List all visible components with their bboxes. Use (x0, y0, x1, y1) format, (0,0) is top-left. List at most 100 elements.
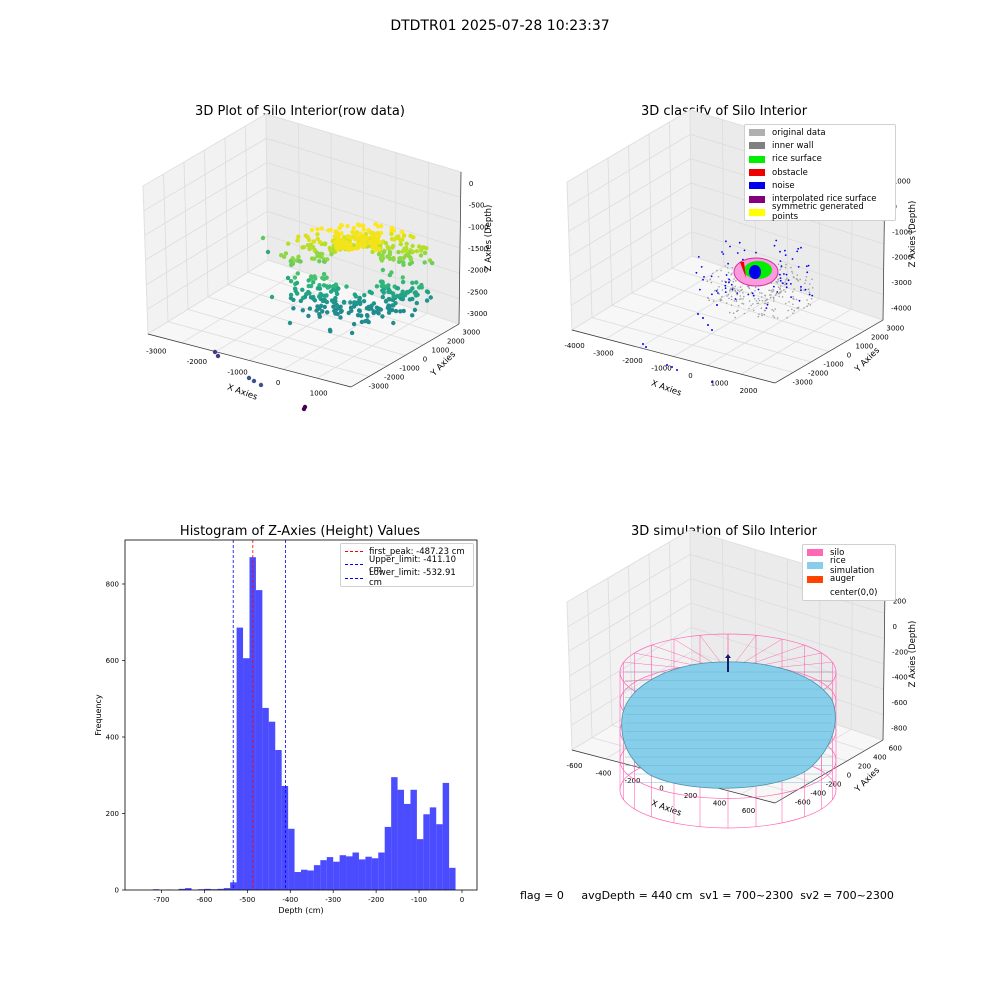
classify-original-point (739, 286, 742, 288)
classify-x-axis-line (571, 329, 776, 384)
classify-original-point (769, 294, 771, 296)
raw-point (410, 286, 415, 291)
classify-legend-item: inner wall (745, 139, 895, 152)
classify-original-point (770, 289, 772, 292)
histogram-title: Histogram of Z-Axies (Height) Values (179, 524, 421, 539)
classify-original-point (730, 295, 733, 298)
classify-original-point (754, 290, 756, 292)
raw-z-tick: 0 (469, 180, 473, 188)
histogram-plot: -700 -600 -500 -400 -300 -200 -100 0 0 200 400 600 8… (94, 539, 478, 915)
classify-original-point (811, 278, 813, 281)
raw-point (410, 243, 415, 249)
histogram-bar (378, 852, 385, 890)
raw-point (383, 241, 389, 246)
classify-original-point (757, 315, 760, 318)
classify-noise-point (711, 329, 713, 331)
classify-original-point (772, 288, 774, 291)
raw-point (283, 251, 289, 256)
classify-noise-point (738, 241, 741, 244)
raw-point (322, 304, 327, 310)
raw-point (322, 242, 328, 247)
simulation-y-axis-line (774, 739, 884, 804)
classify-original-point (784, 283, 786, 286)
histogram-x-tick-label: -600 (196, 896, 212, 904)
classify-original-point (777, 263, 780, 266)
simulation-z-axis-label: Z Axies (Depth) (908, 621, 918, 688)
classify-original-point (772, 290, 775, 292)
raw-point (324, 284, 330, 289)
raw-point (327, 327, 333, 333)
classify-noise-point (702, 278, 704, 281)
classify-original-point (805, 276, 808, 278)
raw-point (362, 242, 368, 248)
raw-point (386, 310, 392, 315)
classify-original-point (809, 283, 811, 285)
raw-point (334, 229, 339, 235)
raw-grid (146, 210, 460, 286)
classify-original-point (750, 304, 752, 307)
raw-point (351, 304, 357, 309)
raw-point (320, 309, 325, 314)
raw-point (354, 234, 359, 240)
raw-point (410, 313, 415, 318)
raw-point (376, 252, 382, 257)
raw-point (334, 239, 340, 244)
classify-noise-point (695, 271, 698, 274)
raw-grid (167, 321, 370, 377)
raw-point (408, 233, 413, 239)
classify-legend-label: obstacle (772, 167, 808, 178)
raw-point (342, 245, 348, 251)
classify-original-point (760, 296, 763, 298)
histogram-legend-item: first_peak: -487.23 cm (341, 545, 473, 558)
raw-point (401, 292, 406, 297)
raw-z-tick: -2500 (467, 288, 487, 296)
classify-original-point (735, 280, 737, 282)
classify-original-point (764, 309, 767, 312)
raw-point (404, 289, 410, 295)
raw-point (391, 257, 396, 262)
classify-noise-point (711, 381, 713, 383)
classify-original-point (810, 298, 813, 300)
histogram-y-tick-label: 800 (106, 580, 119, 588)
classify-original-point (732, 280, 735, 283)
raw-x-tick: -1000 (227, 369, 247, 377)
raw-point (373, 241, 379, 246)
classify-original-point (806, 299, 808, 301)
raw-point (312, 298, 318, 303)
raw-point (334, 245, 340, 250)
histogram-frame (124, 539, 478, 891)
raw-point (380, 294, 385, 300)
classify-original-point (743, 295, 745, 298)
classify-original-point (761, 292, 763, 295)
histogram-legend-item: Upper_limit: -411.10 cm (341, 555, 473, 575)
classify-noise-point (804, 288, 807, 291)
raw-point (291, 306, 296, 311)
classify-original-point (773, 316, 776, 319)
classify-noise-cluster (749, 265, 761, 279)
raw-point (396, 249, 401, 255)
classify-original-point (796, 278, 799, 281)
classify-legend-item: noise (745, 179, 895, 192)
simulation-plot-title: 3D simulation of Silo Interior (631, 524, 817, 539)
raw-point (336, 286, 341, 291)
classify-noise-point (785, 273, 788, 276)
raw-point (300, 308, 305, 313)
simulation-x-tick: 400 (713, 800, 726, 808)
classify-original-point (807, 302, 810, 305)
raw-point (327, 245, 332, 251)
classify-noise-point (725, 240, 727, 243)
histogram-x-tick-label: -300 (325, 896, 341, 904)
classify-original-point (792, 296, 794, 298)
classify-noise-point (671, 366, 673, 368)
classify-x-tick: 0 (688, 372, 692, 380)
classify-original-point (748, 307, 750, 310)
raw-point (291, 297, 296, 303)
raw-point (288, 292, 294, 298)
raw-outlier-point (301, 406, 307, 412)
simulation-grid (570, 626, 884, 702)
raw-point (381, 250, 386, 255)
raw-point (422, 260, 427, 265)
histogram-bar (268, 721, 276, 890)
classify-noise-point (784, 249, 786, 252)
raw-point (425, 290, 431, 295)
